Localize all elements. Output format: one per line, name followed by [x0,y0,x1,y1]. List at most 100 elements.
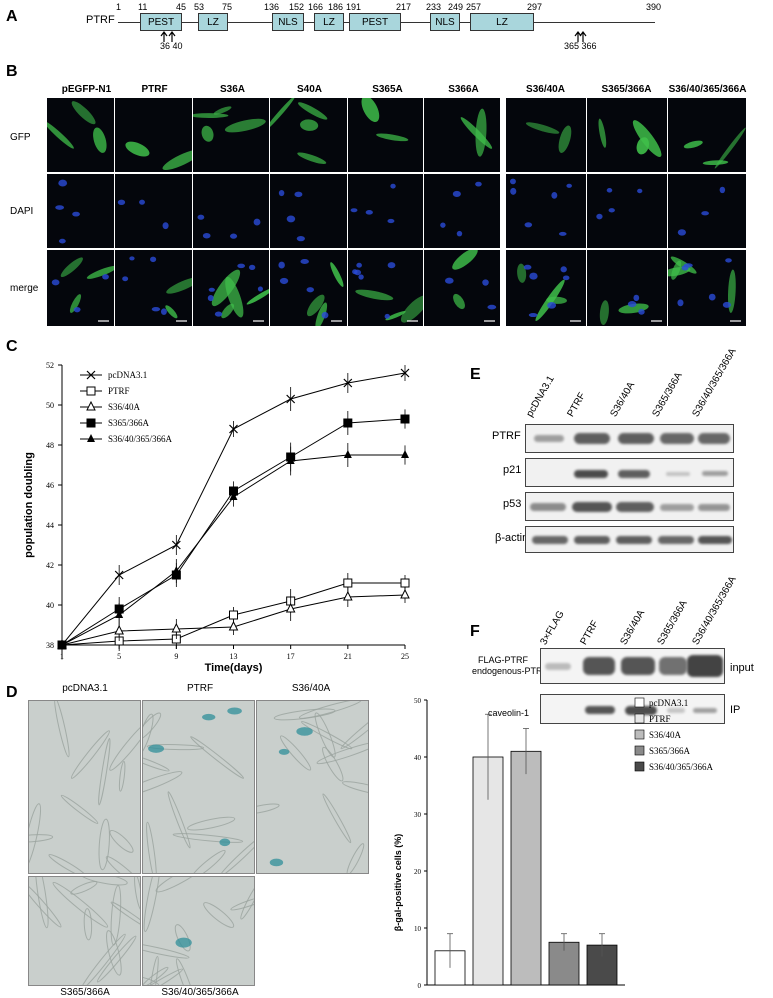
y-tick-label: 0 [418,982,422,990]
sa-beta-gal-photo-s365-366a [28,876,141,986]
cell-outline [110,901,140,929]
pos-label: 257 [466,2,482,12]
micrograph-gfp [668,98,746,172]
x-tick-label: 9 [174,652,178,661]
legend-label: S36/40/365/366A [649,762,714,772]
micrograph-dapi [587,174,667,248]
micrograph-merge [424,250,500,326]
micrograph-dapi [193,174,269,248]
data-point [343,418,353,428]
micrograph-merge [270,250,347,326]
domain-lz-3: LZ [470,13,534,31]
y-tick-label: 10 [414,925,422,933]
y-tick-label: 20 [414,868,422,876]
series-line-0 [61,372,406,646]
cell-outline [143,713,154,756]
sa-beta-gal-photo-quad [142,876,255,986]
legend-marker [86,386,96,396]
legend-label: pcDNA3.1 [649,698,688,708]
cell-outline [240,879,254,920]
cell-outline [105,856,140,873]
blot-label-p21: p21 [503,464,522,476]
cell-outline [29,834,54,843]
row-label-gfp: GFP [10,132,31,143]
data-point [115,610,124,618]
lane-label: S36/40A [608,380,638,419]
blot-beta-actin [525,526,734,553]
beta-gal-bar-chart: 0 10 20 30 40 50 β-gal-positive cells (%) pcDNA… [393,697,714,990]
cell-outline [190,849,226,873]
pos-label: 1 [116,2,122,12]
micrograph-gfp [506,98,586,172]
micrograph-dapi [668,174,746,248]
cell-outline [83,908,93,941]
legend-label: pcDNA3.1 [108,370,147,380]
cell-outline [106,930,122,976]
cell-outline [314,712,336,758]
pos-label: 390 [646,2,662,12]
photo-caption: S36/40/365/366A [161,987,239,998]
label-caveolin-1: caveolin-1 [488,708,530,718]
domain-lz-2: LZ [314,13,344,31]
cell-outline [175,958,196,985]
blot-label-beta-actin: β-actin [495,532,529,544]
micrograph-dapi [115,174,192,248]
pos-label: 249 [448,2,464,12]
cell-outline [230,895,254,911]
data-point [171,622,182,633]
legend-marker [86,370,96,380]
cell-outline [146,744,205,751]
micrograph-merge [668,250,746,326]
legend-label: PTRF [649,714,671,724]
cell-outline [143,712,162,742]
site-arrows-left [160,31,176,42]
micrograph-dapi [348,174,423,248]
lane-label: 3×FLAG [538,608,567,647]
data-point [229,424,238,434]
sa-beta-gal-photo-ptrf [142,700,255,874]
blot-ptrf [525,424,734,453]
micrograph-gfp [424,98,500,172]
cell-outline [172,833,244,843]
cell-outline [187,816,236,831]
cell-outline [79,877,128,886]
cell-outline [70,881,98,895]
cell-outline [300,721,353,750]
data-point [58,640,66,648]
cell-outline [143,753,170,772]
photo-caption: S365/366A [60,987,110,998]
column-label: S40A [296,84,322,95]
lane-label: S36/40/365/366A [690,346,739,419]
micrograph-gfp [47,98,114,172]
cell-outline [146,821,157,873]
blot-input [540,648,725,684]
cell-outline [143,771,183,799]
data-point [400,368,410,378]
panel-a-label: A [6,8,18,25]
y-tick-label: 30 [414,811,422,819]
y-axis-label: β-gal-positive cells (%) [393,834,403,932]
cell-outline [143,942,190,959]
y-tick-label: 52 [46,361,54,370]
photo-caption: pcDNA3.1 [62,683,108,694]
domain-pest-1: PEST [140,13,182,31]
cell-outline [52,881,109,928]
cell-outline [110,885,122,946]
data-point [400,578,410,588]
lane-label: S36/40A [618,608,648,647]
pos-label: 191 [346,2,362,12]
cell-outline [34,877,49,929]
sa-beta-gal-photo-s36-40a [256,700,369,874]
pos-label: 11 [138,2,148,12]
cell-outline [143,877,161,932]
legend-swatch [634,729,645,740]
cell-outline [109,719,140,771]
column-label: S36/40A [526,84,565,95]
cell-outline [298,701,362,719]
legend-swatch [634,697,645,708]
blot-p21 [525,458,734,487]
cell-outline [316,741,368,765]
y-axis-label: population doubling [23,452,35,558]
row-label-dapi: DAPI [10,206,34,217]
data-point [343,378,353,388]
